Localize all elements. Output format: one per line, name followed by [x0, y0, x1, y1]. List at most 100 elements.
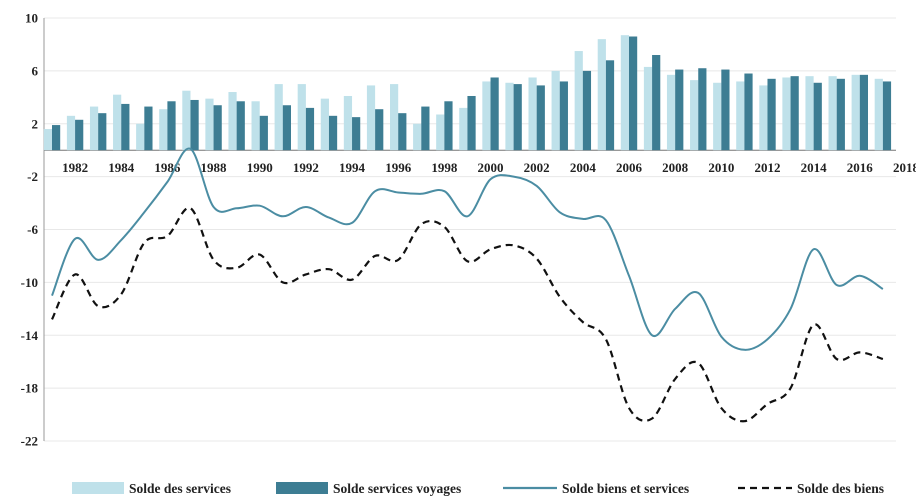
x-tick-label: 1998: [431, 160, 458, 175]
bar-solde-services-voyages: [375, 109, 384, 151]
line-solde-des-biens: [51, 207, 884, 423]
x-tick-label: 1990: [247, 160, 273, 175]
bar-solde-des-services: [782, 77, 791, 151]
bar-solde-services-voyages: [536, 85, 545, 151]
bar-solde-des-services: [228, 92, 237, 151]
x-tick-label: 2018: [893, 160, 916, 175]
x-tick-label: 2006: [616, 160, 643, 175]
bar-solde-services-voyages: [121, 103, 130, 151]
bar-solde-services-voyages: [836, 78, 845, 151]
bar-solde-services-voyages: [398, 113, 407, 151]
bar-solde-des-services: [805, 76, 814, 151]
bar-solde-services-voyages: [167, 101, 176, 151]
bar-solde-des-services: [643, 66, 653, 151]
bar-solde-des-services: [89, 106, 99, 151]
bar-solde-services-voyages: [444, 101, 453, 151]
y-axis-ticks: 10 6 2 -2 -6 -10 -14 -18 -22: [21, 11, 39, 449]
bar-solde-services-voyages: [467, 95, 476, 151]
bar-solde-services-voyages: [513, 84, 522, 151]
bar-solde-des-services: [874, 78, 883, 151]
y-tick-label: -18: [21, 381, 39, 396]
y-tick-label: -22: [21, 434, 38, 449]
bar-solde-des-services: [505, 82, 514, 151]
bar-solde-des-services: [690, 80, 699, 151]
x-tick-label: 2004: [570, 160, 597, 175]
bar-solde-des-services: [482, 81, 491, 151]
bar-solde-services-voyages: [559, 81, 568, 151]
bar-solde-des-services: [459, 107, 468, 151]
bar-solde-services-voyages: [744, 73, 753, 151]
legend: Solde des services Solde services voyage…: [72, 481, 884, 496]
bar-solde-services-voyages: [790, 76, 799, 151]
bar-solde-des-services: [436, 114, 445, 151]
x-tick-label: 1982: [62, 160, 88, 175]
bar-solde-des-services: [413, 123, 422, 151]
x-tick-label: 2000: [478, 160, 504, 175]
bar-solde-services-voyages: [421, 106, 430, 151]
x-tick-label: 2014: [801, 160, 828, 175]
y-tick-label: -2: [27, 169, 38, 184]
x-tick-label: 2002: [524, 160, 550, 175]
bar-solde-des-services: [528, 77, 537, 151]
bar-solde-des-services: [713, 82, 722, 151]
bar-solde-services-voyages: [305, 107, 315, 151]
bar-solde-des-services: [43, 129, 52, 151]
bar-solde-des-services: [320, 98, 329, 151]
bar-solde-des-services: [390, 84, 399, 151]
y-tick-label: -10: [21, 275, 38, 290]
x-tick-label: 2010: [708, 160, 734, 175]
bar-solde-des-services: [297, 84, 306, 151]
bar-solde-services-voyages: [190, 99, 199, 151]
bar-solde-services-voyages: [144, 106, 153, 151]
bar-solde-des-services: [343, 95, 353, 151]
bar-solde-des-services: [759, 85, 768, 151]
x-axis-ticks: 1982 1984 1986 1988 1990 1992 1994 1996 1998 2000…: [62, 160, 916, 175]
bar-solde-services-voyages: [605, 60, 615, 151]
bar-solde-des-services: [828, 76, 837, 151]
bar-solde-services-voyages: [629, 36, 638, 151]
bar-solde-services-voyages: [859, 74, 868, 151]
bar-solde-services-voyages: [52, 125, 61, 151]
bar-solde-des-services: [136, 123, 145, 151]
x-tick-label: 2008: [662, 160, 689, 175]
bar-solde-services-voyages: [882, 81, 892, 151]
bar-solde-services-voyages: [675, 69, 684, 151]
y-tick-label: 2: [32, 116, 39, 131]
legend-label-solde-services-voyages: Solde services voyages: [333, 481, 461, 496]
legend-label-solde-biens-et-services: Solde biens et services: [562, 481, 689, 496]
bar-solde-services-voyages: [490, 77, 499, 151]
bar-solde-des-services: [551, 70, 560, 151]
bar-solde-des-services: [366, 85, 376, 151]
bar-solde-des-services: [113, 94, 122, 151]
legend-label-solde-des-services: Solde des services: [129, 481, 231, 496]
bar-solde-des-services: [205, 98, 214, 151]
x-tick-label: 1988: [201, 160, 228, 175]
legend-swatch-solde-services-voyages: [276, 482, 328, 494]
x-tick-label: 1994: [339, 160, 366, 175]
bar-solde-services-voyages: [75, 119, 84, 151]
bar-series: [43, 35, 892, 151]
legend-swatch-solde-des-services: [72, 482, 124, 494]
bar-solde-des-services: [274, 84, 283, 151]
x-tick-label: 1992: [293, 160, 319, 175]
bar-solde-des-services: [66, 115, 76, 151]
bar-solde-des-services: [574, 51, 583, 151]
line-solde-biens-et-services: [51, 147, 884, 351]
x-tick-label: 1984: [108, 160, 135, 175]
bar-solde-des-services: [666, 74, 676, 151]
bar-solde-des-services: [736, 81, 745, 151]
bar-solde-services-voyages: [767, 78, 776, 151]
y-tick-label: -6: [27, 222, 38, 237]
bar-solde-des-services: [159, 109, 168, 151]
x-tick-label: 1996: [385, 160, 412, 175]
line-series: [51, 147, 884, 423]
bar-solde-services-voyages: [328, 115, 338, 151]
bar-solde-services-voyages: [282, 105, 291, 151]
bar-solde-des-services: [620, 35, 629, 151]
x-tick-label: 2012: [754, 160, 780, 175]
bar-solde-services-voyages: [582, 70, 592, 151]
legend-label-solde-des-biens: Solde des biens: [797, 481, 884, 496]
bar-solde-des-services: [182, 90, 191, 151]
bar-solde-services-voyages: [236, 101, 245, 151]
